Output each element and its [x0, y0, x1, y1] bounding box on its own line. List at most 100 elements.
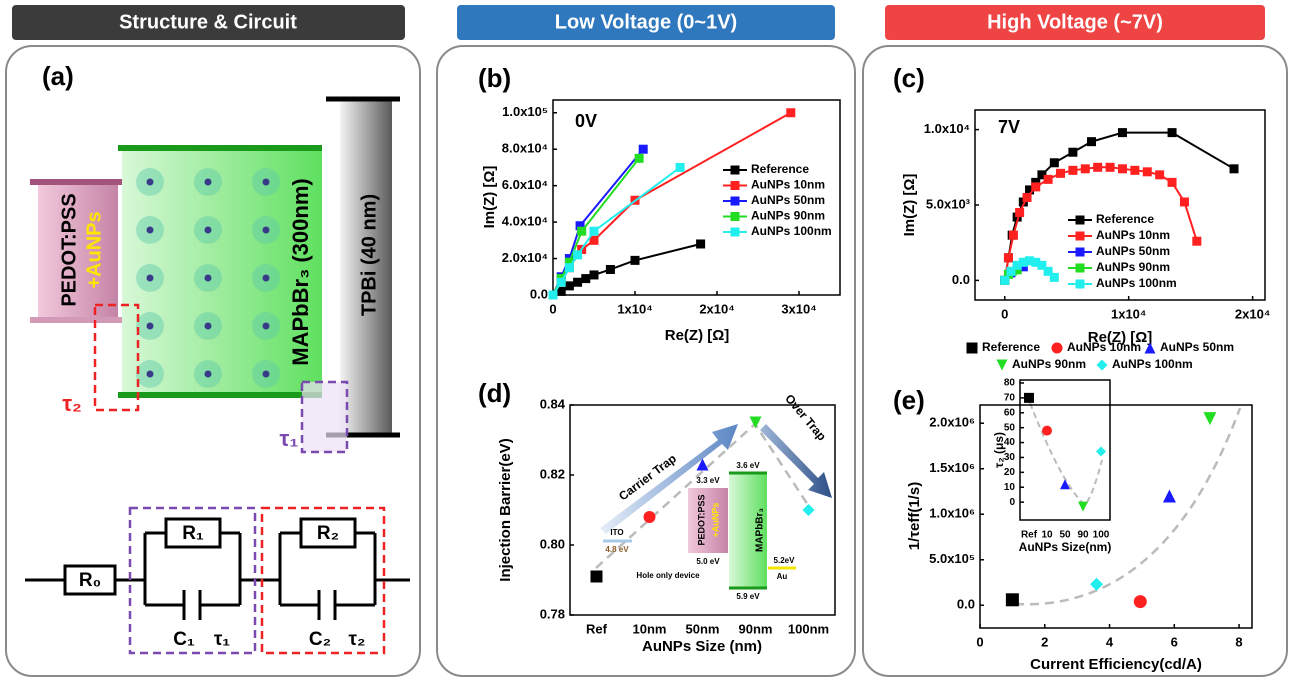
pedot-cap: [30, 179, 126, 185]
pedot-label: PEDOT:PSS: [58, 193, 80, 306]
y-tick-label: 50: [1004, 422, 1016, 433]
y-tick-label: 4.0x10⁴: [502, 214, 548, 229]
marker: [590, 270, 599, 279]
circuit-label: R₂: [317, 523, 339, 544]
header: Structure & Circuit: [119, 11, 297, 33]
crystal-atom: [147, 323, 154, 330]
circuit-label: R₀: [79, 570, 101, 591]
x-tick-label: 6: [1171, 634, 1178, 649]
figure: Structure & Circuit Low Voltage (0~1V) H…: [0, 0, 1293, 680]
x-tick-label: 10: [1041, 530, 1053, 541]
y-tick-label: 0.0: [957, 597, 975, 612]
energy-text: MAPbBr₃: [755, 508, 766, 552]
x-axis-title: Re(Z) [Ω]: [665, 327, 730, 344]
marker: [1050, 158, 1059, 167]
legend-label: AuNPs 90nm: [751, 209, 825, 223]
marker: [1130, 166, 1139, 175]
legend-marker: [1076, 232, 1085, 241]
crystal-atom: [205, 275, 212, 282]
y-axis-title: 1/τeff(1/s): [906, 482, 923, 550]
crystal-atom: [263, 323, 270, 330]
crystal-atom: [263, 227, 270, 234]
legend-marker: [1097, 360, 1108, 371]
x-tick-label: 0: [1001, 306, 1008, 321]
energy-text: 5.9 eV: [736, 592, 760, 601]
marker: [1042, 426, 1052, 436]
header: High Voltage (~7V): [987, 11, 1163, 33]
marker: [1118, 164, 1127, 173]
legend-label: AuNPs 100nm: [1112, 357, 1193, 371]
panel-label: (d): [478, 378, 511, 408]
marker: [573, 250, 582, 259]
x-tick-label: 0: [976, 634, 983, 649]
crystal-atom: [205, 371, 212, 378]
legend-marker: [997, 360, 1008, 371]
energy-text: Hole only device: [636, 571, 700, 580]
energy-text: 5.0 eV: [696, 557, 720, 566]
marker: [1006, 593, 1019, 606]
x-tick-label: 4: [1106, 634, 1114, 649]
x-tick-label: 90: [1077, 530, 1089, 541]
crystal-atom: [263, 275, 270, 282]
y-tick-label: 0.0: [952, 272, 970, 287]
x-tick-label: 0: [549, 301, 556, 316]
x-axis-title: AuNPs Size (nm): [642, 638, 762, 655]
circuit-label: τ₂: [349, 629, 366, 650]
tpbi-label: TPBi (40 nm): [358, 194, 380, 316]
y-tick-label: 5.0x10⁵: [929, 551, 975, 566]
marker: [1081, 164, 1090, 173]
marker: [606, 265, 615, 274]
crystal-atom: [147, 179, 154, 186]
marker: [1004, 253, 1013, 262]
y-tick-label: 70: [1004, 393, 1016, 404]
marker: [577, 227, 586, 236]
legend-label: Reference: [1096, 212, 1154, 226]
marker: [1056, 169, 1065, 178]
crystal-atom: [263, 179, 270, 186]
legend-label: AuNPs 90nm: [1096, 260, 1170, 274]
marker: [1230, 164, 1239, 173]
x-tick-label: 2: [1041, 634, 1048, 649]
y-tick-label: 10: [1004, 482, 1016, 493]
x-tick-label: 10nm: [633, 621, 667, 636]
legend-marker: [1076, 248, 1085, 257]
marker: [1068, 166, 1077, 175]
panel-label: (a): [42, 61, 74, 91]
x-tick-label: 90nm: [739, 621, 773, 636]
legend-marker: [1076, 216, 1085, 225]
x-tick-label: 100nm: [788, 621, 829, 636]
marker: [786, 108, 795, 117]
crystal-atom: [205, 179, 212, 186]
pedot-cap: [30, 317, 126, 323]
y-tick-label: 60: [1004, 407, 1016, 418]
y-tick-label: 6.0x10⁴: [502, 177, 548, 192]
x-tick-label: 50: [1059, 530, 1071, 541]
marker: [581, 274, 590, 283]
y-tick-label: 0.84: [540, 396, 566, 411]
marker: [696, 239, 705, 248]
x-axis-title: AuNPs Size(nm): [1019, 540, 1112, 554]
legend-marker: [1052, 343, 1063, 354]
x-tick-label: 1x10⁴: [1111, 306, 1146, 321]
tau1-box: [302, 382, 347, 452]
header: Low Voltage (0~1V): [555, 11, 737, 33]
legend-label: AuNPs 50nm: [1096, 244, 1170, 258]
y-tick-label: 1.0x10⁶: [929, 506, 975, 521]
marker: [549, 291, 558, 300]
legend-label: AuNPs 50nm: [1160, 340, 1234, 354]
marker: [1143, 167, 1152, 176]
perovskite-label: MAPbBr₃ (300nm): [288, 178, 313, 365]
legend-label: AuNPs 10nm: [1067, 340, 1141, 354]
legend-marker: [967, 343, 978, 354]
marker: [591, 571, 603, 583]
legend-marker: [731, 228, 740, 237]
marker: [1203, 412, 1216, 425]
marker: [565, 281, 574, 290]
circuit-label: C₁: [173, 629, 195, 650]
marker: [1106, 163, 1115, 172]
legend-label: Reference: [751, 162, 809, 176]
marker: [1093, 163, 1102, 172]
y-tick-label: 80: [1004, 378, 1016, 389]
energy-text: ITO: [610, 528, 623, 537]
marker: [676, 163, 685, 172]
